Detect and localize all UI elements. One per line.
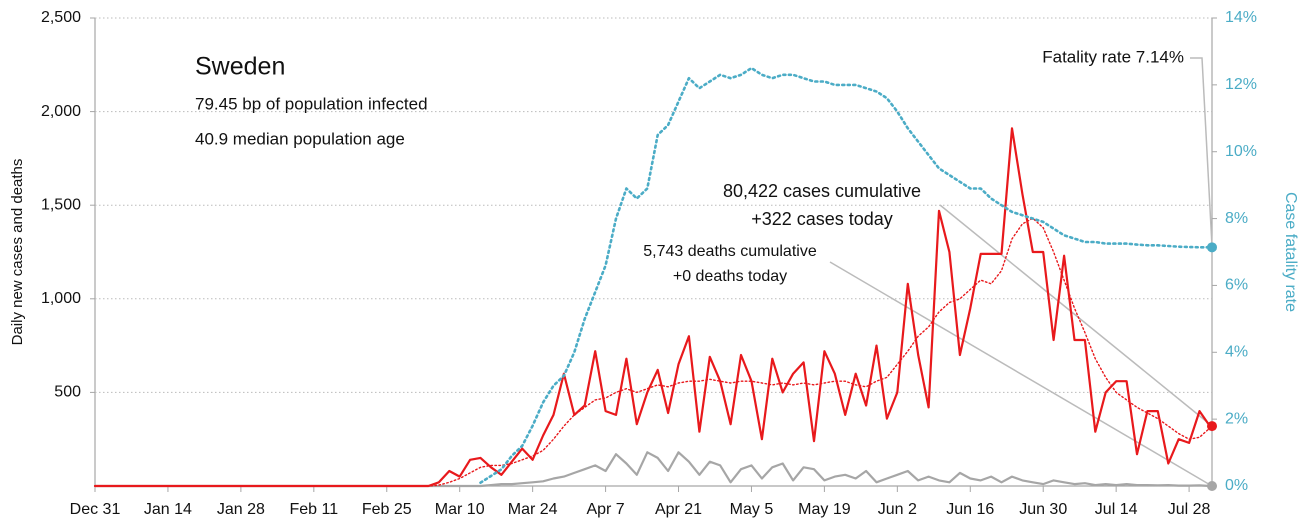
y-tick-label: 2,500 [41,9,81,26]
y2-tick-label: 2% [1225,410,1248,427]
series-line [479,66,1212,484]
x-tick-label: Jun 16 [946,501,994,518]
end-marker [1207,421,1217,432]
y2-tick-label: 12% [1225,76,1257,93]
end-marker [1207,481,1217,491]
title: Sweden [195,53,285,81]
x-tick-label: Dec 31 [70,501,121,518]
x-tick-label: Apr 21 [655,501,702,518]
x-tick-label: Jan 28 [217,501,265,518]
x-tick-label: May 5 [730,501,774,518]
x-tick-label: Jun 30 [1019,501,1067,518]
y-tick-label: 1,000 [41,290,81,307]
series-line [93,127,1211,488]
x-tick-label: Feb 25 [362,501,412,518]
annotation: 79.45 bp of population infected [195,94,428,113]
y2-tick-label: 0% [1225,477,1248,494]
x-tick-label: Mar 10 [435,501,485,518]
x-tick-label: Jul 14 [1095,501,1138,518]
y-axis-label: Daily new cases and deaths [9,159,26,346]
leader-line [829,261,1213,487]
series-line [93,451,1211,488]
annotation: Fatality rate 7.14% [1042,47,1184,66]
y2-tick-label: 10% [1225,143,1257,160]
y-tick-label: 2,000 [41,103,81,120]
x-tick-label: Jul 28 [1168,501,1211,518]
leader-line [1190,57,1213,247]
annotation: +322 cases today [751,209,893,229]
y2-tick-label: 8% [1225,210,1248,227]
y-tick-label: 1,500 [41,196,81,213]
x-tick-label: Mar 24 [508,501,558,518]
y2-tick-label: 4% [1225,344,1248,361]
y2-tick-label: 14% [1225,9,1257,26]
x-tick-label: Jun 2 [878,501,917,518]
annotation: +0 deaths today [673,268,787,285]
y-tick-label: 500 [54,384,81,401]
x-tick-label: Apr 7 [586,501,624,518]
x-tick-label: Feb 11 [290,501,339,518]
x-tick-label: May 19 [798,501,851,518]
annotation: 40.9 median population age [195,129,405,148]
end-marker [1207,242,1217,253]
x-tick-label: Jan 14 [144,501,192,518]
annotation: 5,743 deaths cumulative [643,243,817,260]
y2-axis-label: Case fatality rate [1282,192,1299,312]
leader-line [939,204,1213,427]
y2-tick-label: 6% [1225,277,1248,294]
annotation: 80,422 cases cumulative [723,181,921,201]
